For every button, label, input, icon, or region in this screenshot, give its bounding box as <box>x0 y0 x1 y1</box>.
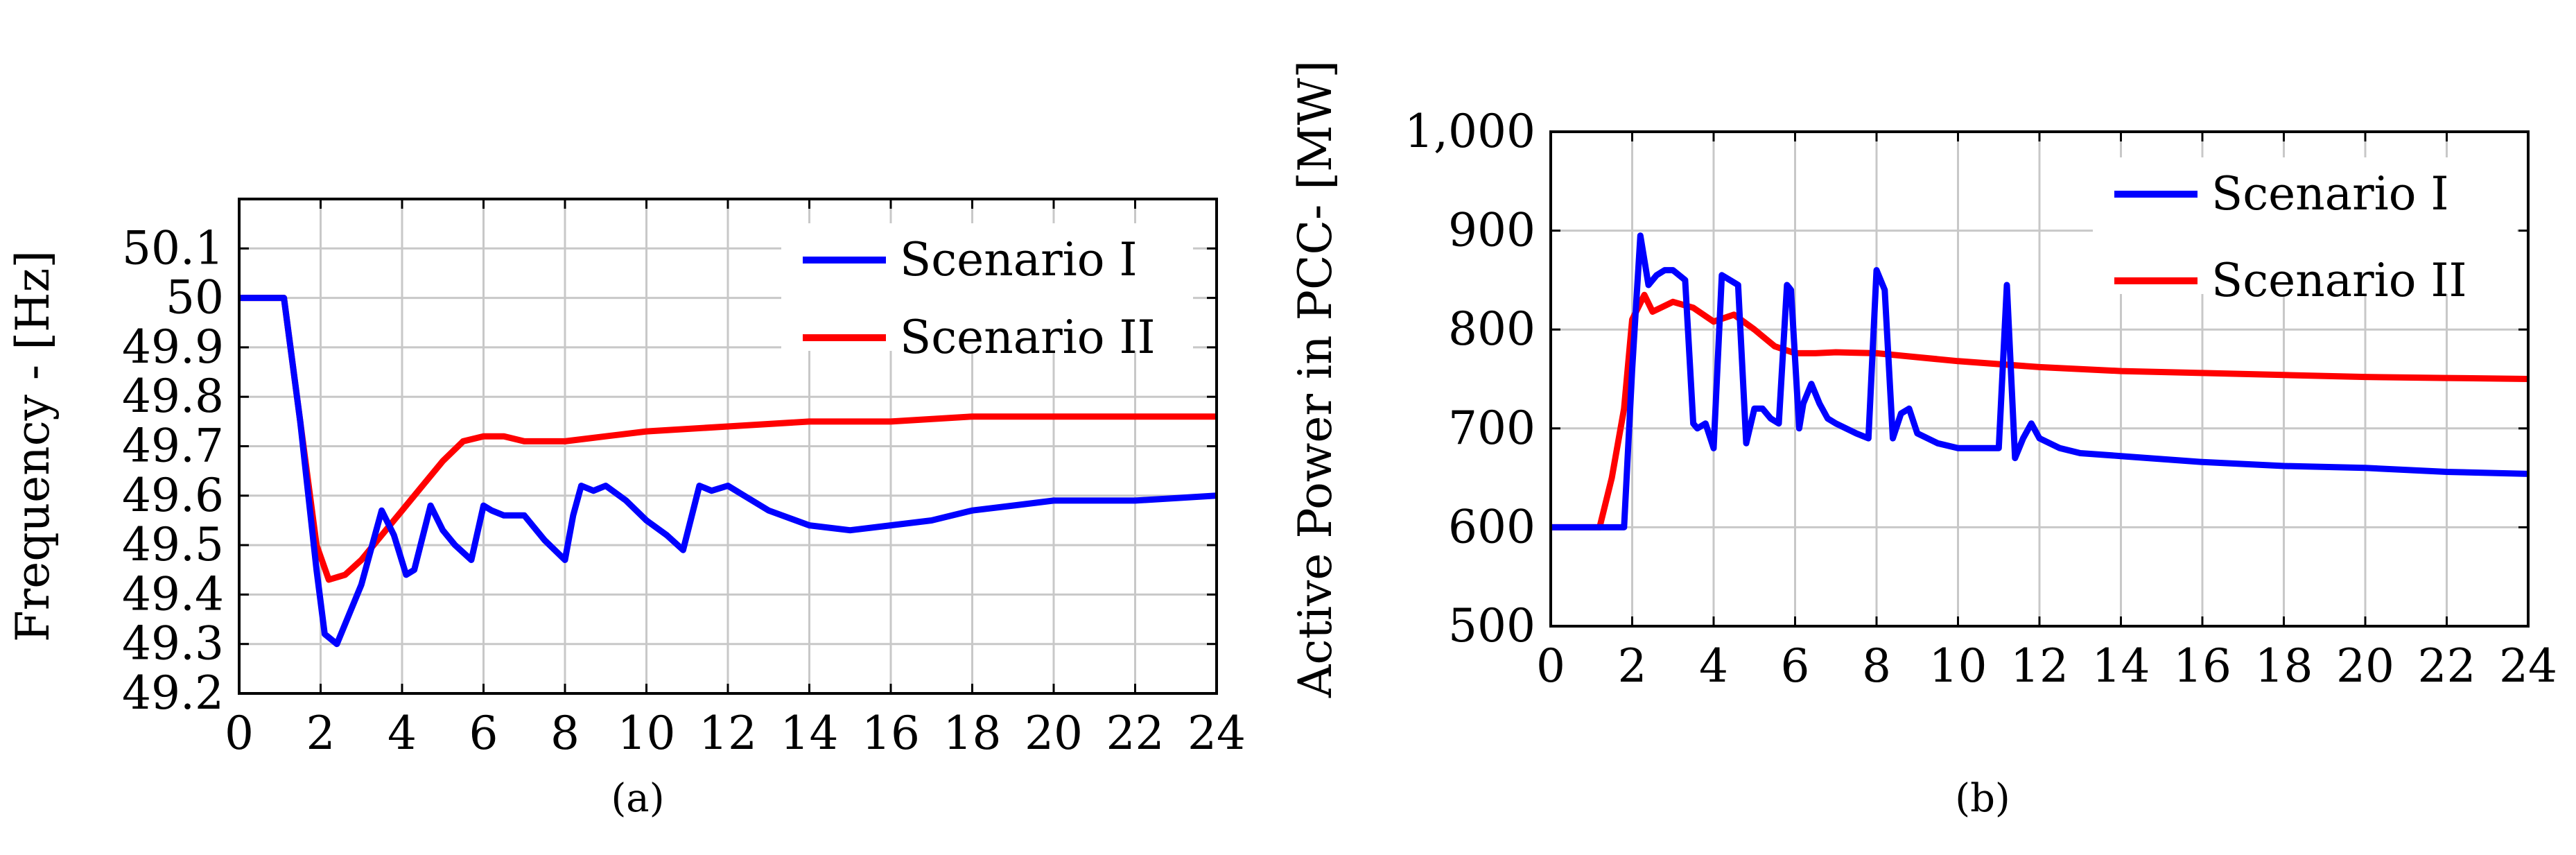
x-tick-label: 8 <box>550 707 580 760</box>
x-tick-label: 18 <box>943 707 1002 760</box>
x-tick-label: 12 <box>2010 639 2069 693</box>
series-line-scenario-ii <box>239 295 1217 583</box>
x-tick-label: 14 <box>781 707 839 760</box>
legend-label-scenario-i: Scenario I <box>2211 167 2449 221</box>
legend-box <box>781 223 1193 351</box>
series-line-scenario-i <box>239 295 1217 648</box>
legend: Scenario I Scenario II <box>781 223 1193 364</box>
x-tick-label: 16 <box>862 707 920 760</box>
x-tick-label: 10 <box>618 707 676 760</box>
x-tick-label: 14 <box>2092 639 2150 693</box>
chart-caption: (a) <box>611 776 664 821</box>
legend: Scenario I Scenario II <box>2093 157 2517 307</box>
y-tick-label: 49.3 <box>122 617 224 671</box>
x-tick-label: 24 <box>2499 639 2557 693</box>
x-tick-label: 16 <box>2173 639 2231 693</box>
y-tick-label: 49.8 <box>122 370 224 423</box>
y-axis-label: Active Power in PCC- [MW] <box>1289 60 1342 698</box>
x-tick-label: 22 <box>2418 639 2476 693</box>
y-tick-label: 49.2 <box>122 666 224 720</box>
y-tick-label: 900 <box>1448 204 1535 257</box>
y-tick-label: 49.9 <box>122 320 224 374</box>
y-tick-label: 49.6 <box>122 469 224 522</box>
x-tick-label: 18 <box>2255 639 2313 693</box>
x-tick-label: 22 <box>1106 707 1165 760</box>
y-tick-label: 50.1 <box>122 221 224 275</box>
x-tick-label: 4 <box>388 707 417 760</box>
legend-label-scenario-i: Scenario I <box>900 233 1138 286</box>
x-tick-label: 12 <box>699 707 757 760</box>
y-tick-label: 800 <box>1448 302 1535 356</box>
y-tick-label: 1,000 <box>1404 105 1535 158</box>
legend-label-scenario-ii: Scenario II <box>900 311 1156 364</box>
chart-a: 0 2 4 6 8 10 12 14 16 18 20 22 2449.249.349.449.549.… <box>6 198 1246 821</box>
y-tick-label: 500 <box>1448 599 1535 653</box>
y-axis-label: Frequency - [Hz] <box>6 250 60 642</box>
x-tick-label: 2 <box>306 707 336 760</box>
x-tick-label: 6 <box>1781 639 1810 693</box>
legend-label-scenario-ii: Scenario II <box>2211 254 2467 307</box>
legend-box <box>2093 157 2517 294</box>
chart-caption: (b) <box>1955 776 2010 821</box>
plot-frame <box>1549 130 2530 628</box>
x-tick-label: 6 <box>469 707 498 760</box>
y-tick-label: 49.5 <box>122 518 224 571</box>
y-tick-label: 49.7 <box>122 420 224 473</box>
x-tick-label: 20 <box>1025 707 1083 760</box>
y-tick-label: 49.4 <box>122 567 224 621</box>
x-tick-label: 2 <box>1618 639 1647 693</box>
x-tick-label: 0 <box>1536 639 1565 693</box>
x-tick-label: 4 <box>1699 639 1728 693</box>
x-tick-label: 8 <box>1862 639 1891 693</box>
x-tick-label: 24 <box>1187 707 1246 760</box>
plot-frame <box>238 198 1218 695</box>
y-tick-label: 50 <box>166 271 224 325</box>
x-tick-label: 20 <box>2336 639 2394 693</box>
x-tick-label: 0 <box>225 707 254 760</box>
chart-b: 0 2 4 6 8 10 12 14 16 18 20 22 245006007008009001,00… <box>1289 60 2557 821</box>
series-line-scenario-i <box>1551 232 2528 530</box>
y-tick-label: 600 <box>1448 500 1535 553</box>
y-tick-label: 700 <box>1448 401 1535 455</box>
x-tick-label: 10 <box>1929 639 1987 693</box>
